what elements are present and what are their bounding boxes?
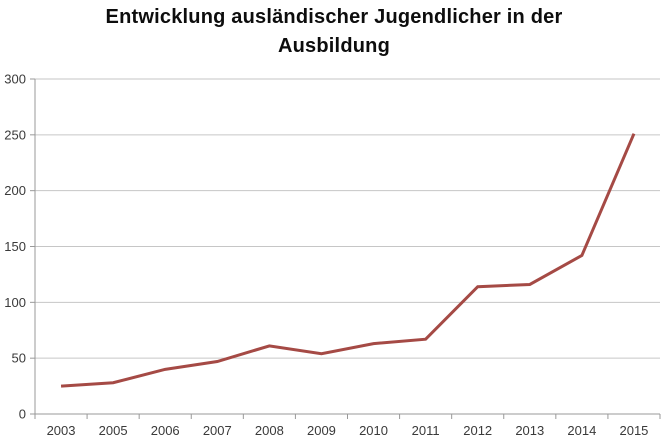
y-tick-label: 200 bbox=[4, 183, 26, 198]
y-tick-label: 300 bbox=[4, 72, 26, 87]
x-tick-label: 2005 bbox=[99, 423, 128, 438]
y-tick-label: 250 bbox=[4, 127, 26, 142]
y-tick-label: 100 bbox=[4, 295, 26, 310]
x-tick-label: 2013 bbox=[515, 423, 544, 438]
y-tick-label: 50 bbox=[12, 351, 26, 366]
x-tick-label: 2012 bbox=[463, 423, 492, 438]
x-tick-label: 2011 bbox=[412, 423, 440, 438]
x-tick-label: 2007 bbox=[203, 423, 232, 438]
data-series-line bbox=[60, 133, 636, 388]
x-tick-label: 2006 bbox=[151, 423, 180, 438]
y-tick-label: 150 bbox=[4, 239, 26, 254]
x-tick-label: 2003 bbox=[47, 423, 76, 438]
y-tick-label: 0 bbox=[19, 407, 26, 422]
x-tick-label: 2015 bbox=[619, 423, 648, 438]
x-tick-label: 2009 bbox=[307, 423, 336, 438]
x-tick-label: 2014 bbox=[567, 423, 596, 438]
x-tick-label: 2010 bbox=[359, 423, 388, 438]
chart-title: Entwicklung ausländischer Jugendlicher i… bbox=[105, 6, 563, 57]
x-tick-label: 2008 bbox=[255, 423, 284, 438]
